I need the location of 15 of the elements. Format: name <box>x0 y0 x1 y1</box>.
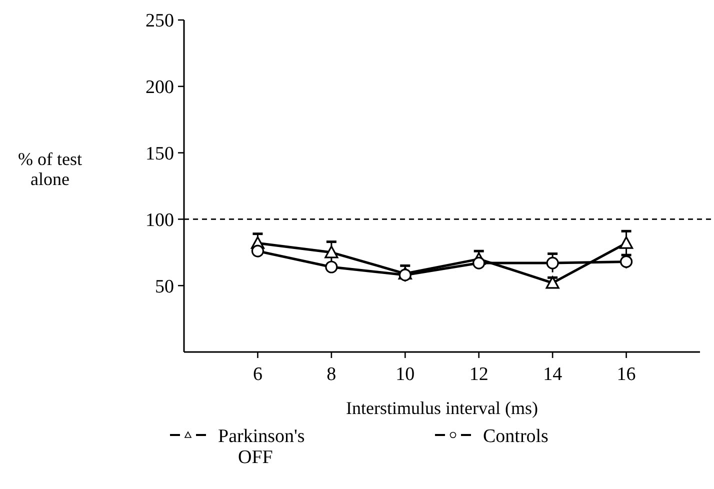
y-tick-label: 200 <box>146 77 174 98</box>
y-tick-label: 50 <box>155 276 174 298</box>
x-tick-label: 6 <box>252 364 262 385</box>
x-tick-label: 16 <box>616 364 636 385</box>
y-tick-label: 150 <box>146 143 174 164</box>
y-tick-label: 100 <box>146 210 174 231</box>
y-axis-title: % of test alone <box>18 149 82 189</box>
x-tick-label: 8 <box>326 364 336 385</box>
legend-label: Parkinson's OFF <box>218 426 305 468</box>
x-axis-title: Interstimulus interval (ms) <box>346 398 538 418</box>
x-tick-label: 12 <box>469 364 488 385</box>
x-tick-label: 10 <box>396 364 415 385</box>
x-tick-label: 14 <box>543 364 563 385</box>
legend-label: Controls <box>483 426 548 447</box>
y-tick-label: 250 <box>146 10 174 32</box>
